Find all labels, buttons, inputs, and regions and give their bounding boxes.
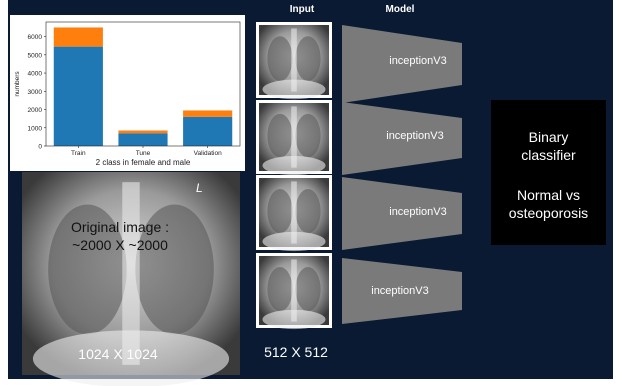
original-size: 1024 X 1024 xyxy=(78,346,158,362)
model-label: inceptionV3 xyxy=(371,285,429,297)
bar-segment xyxy=(118,130,168,134)
y-tick-label: 4000 xyxy=(28,71,43,78)
classifier-box xyxy=(491,100,606,245)
x-tick-label: Tune xyxy=(136,150,151,157)
x-axis-label: 2 class in female and male xyxy=(96,158,191,167)
bar-segment xyxy=(183,116,233,146)
x-tick-label: Train xyxy=(71,150,86,157)
chart-panel xyxy=(10,15,245,171)
bar-segment xyxy=(183,110,233,117)
model-header: Model xyxy=(386,4,415,15)
model-shapes xyxy=(342,25,462,324)
y-tick-label: 3000 xyxy=(28,89,43,96)
model-label: inceptionV3 xyxy=(389,206,447,218)
xray-marker: L xyxy=(196,181,203,195)
y-tick-label: 6000 xyxy=(28,34,43,41)
y-tick-label: 1000 xyxy=(28,125,43,132)
model-label: inceptionV3 xyxy=(386,130,444,142)
y-axis-label: numbers xyxy=(14,71,21,97)
bar-segment xyxy=(118,133,168,146)
classifier-title: Binary classifier xyxy=(521,129,576,163)
y-tick-label: 0 xyxy=(38,144,42,151)
bar-segment xyxy=(53,46,103,146)
y-tick-label: 2000 xyxy=(28,107,43,114)
model-label: inceptionV3 xyxy=(389,55,447,67)
input-xrays xyxy=(256,22,332,330)
plot-frame xyxy=(45,21,241,147)
y-tick-label: 5000 xyxy=(28,52,43,59)
input-header: Input xyxy=(290,4,315,15)
original-caption: Original image : ~2000 X ~2000 xyxy=(70,219,170,253)
classifier-task: Normal vs osteoporosis xyxy=(508,187,589,221)
bar-segment xyxy=(53,27,103,47)
input-size: 512 X 512 xyxy=(264,344,328,360)
x-tick-label: Validation xyxy=(194,150,222,157)
